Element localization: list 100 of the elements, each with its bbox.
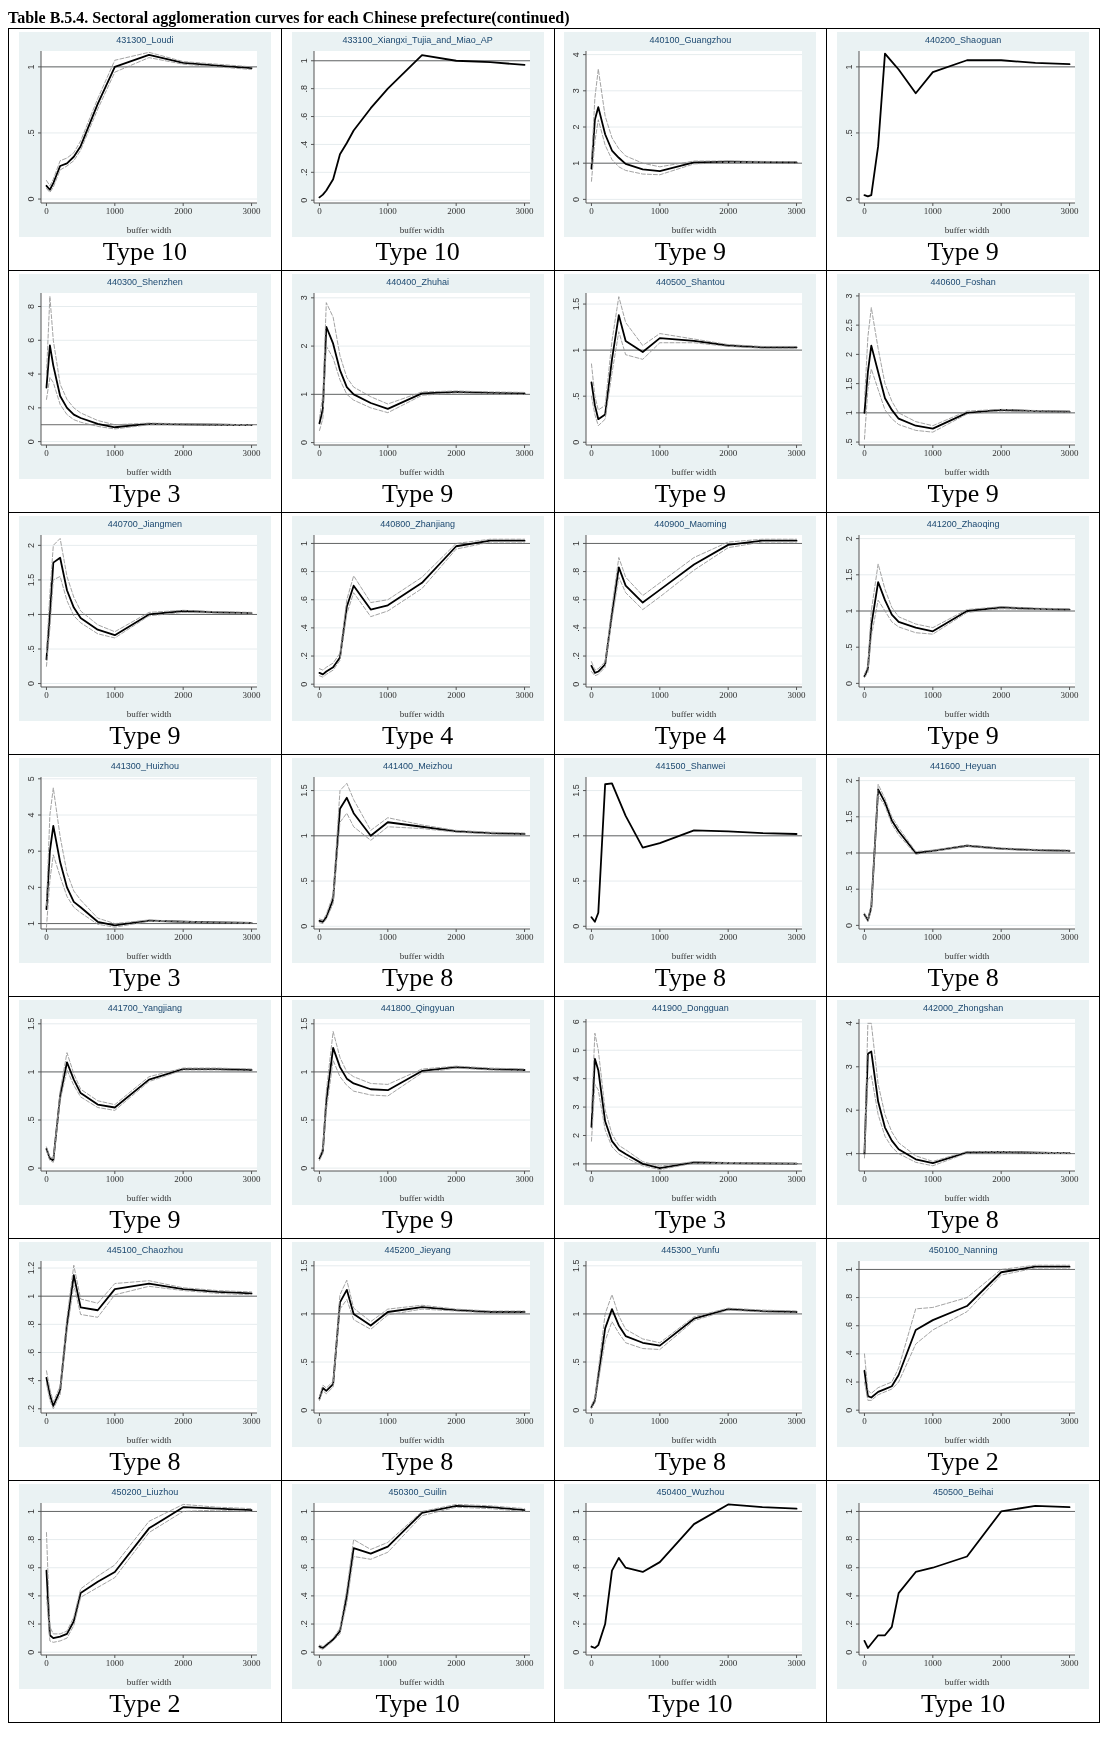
y-tick-label: .4 xyxy=(25,1376,36,1385)
chart-title: 440500_Shantou xyxy=(655,277,726,289)
y-tick-label: 0 xyxy=(25,439,36,445)
y-tick-label: 2 xyxy=(844,1107,855,1113)
x-tick-label: 0 xyxy=(316,932,322,943)
y-tick-label: 1.2 xyxy=(25,1261,36,1275)
y-tick-label: .4 xyxy=(844,1592,855,1600)
x-tick-label: 2000 xyxy=(992,932,1011,943)
chart-title: 440300_Shenzhen xyxy=(106,277,184,289)
chart-title: 442000_Zhongshan xyxy=(922,1003,1005,1015)
x-tick-label: 2000 xyxy=(992,206,1011,217)
y-tick-label: 1 xyxy=(298,833,309,839)
x-axis-title: buffer width xyxy=(399,1193,445,1203)
y-tick-label: .8 xyxy=(844,1293,855,1302)
y-tick-label: 5 xyxy=(571,1047,582,1053)
x-axis-title: buffer width xyxy=(399,225,445,235)
x-tick-label: 3000 xyxy=(787,206,807,217)
x-tick-label: 1000 xyxy=(105,1658,125,1669)
text: Type 9 xyxy=(926,237,1000,267)
text: Type 4 xyxy=(381,721,455,751)
y-tick-label: 1 xyxy=(844,64,855,70)
x-axis-title: buffer width xyxy=(944,1193,990,1203)
text: Type 9 xyxy=(381,479,455,509)
x-tick-label: 0 xyxy=(316,206,322,217)
chart-title: 441800_Qingyuan xyxy=(379,1003,456,1015)
y-tick-label: .2 xyxy=(571,1620,582,1628)
x-axis-title: buffer width xyxy=(672,1193,718,1203)
y-tick-label: 1.5 xyxy=(25,1017,36,1031)
x-tick-label: 2000 xyxy=(992,448,1011,459)
x-tick-label: 2000 xyxy=(992,1174,1011,1185)
y-tick-label: 1 xyxy=(25,1508,36,1514)
x-tick-label: 0 xyxy=(44,448,50,459)
x-tick-label: 1000 xyxy=(651,932,670,943)
x-tick-label: 3000 xyxy=(515,932,534,943)
x-tick-label: 0 xyxy=(862,206,868,217)
x-axis-title: buffer width xyxy=(126,951,172,961)
y-tick-label: 1 xyxy=(844,1508,855,1514)
x-tick-label: 3000 xyxy=(242,448,261,459)
y-tick-label: 2 xyxy=(844,536,855,542)
x-axis-title: buffer width xyxy=(672,1435,718,1445)
x-axis-title: buffer width xyxy=(126,709,172,719)
y-tick-label: 6 xyxy=(25,337,36,343)
y-tick-label: 1 xyxy=(844,850,855,856)
x-axis-title: buffer width xyxy=(399,1435,445,1445)
y-tick-label: 1.5 xyxy=(844,568,855,582)
x-tick-label: 1000 xyxy=(923,448,943,459)
text: Type 9 xyxy=(108,1205,182,1235)
x-tick-label: 1000 xyxy=(378,1658,397,1669)
x-tick-label: 1000 xyxy=(105,448,125,459)
y-tick-label: 1.5 xyxy=(298,1259,309,1273)
y-tick-label: 2 xyxy=(571,1132,582,1138)
x-tick-label: 3000 xyxy=(515,1416,534,1427)
y-tick-label: .5 xyxy=(844,885,855,893)
x-axis-title: buffer width xyxy=(944,1435,990,1445)
y-tick-label: .2 xyxy=(298,652,309,660)
x-tick-label: 0 xyxy=(589,690,595,701)
y-tick-label: .8 xyxy=(25,1320,36,1329)
y-tick-label: .5 xyxy=(571,392,582,400)
y-tick-label: 2 xyxy=(25,542,36,548)
y-tick-label: 0 xyxy=(298,440,309,446)
chart-title: 433100_Xiangxi_Tujia_and_Miao_AP xyxy=(341,35,494,47)
x-tick-label: 3000 xyxy=(787,1174,807,1185)
x-tick-label: 3000 xyxy=(242,690,261,701)
x-tick-label: 2000 xyxy=(446,206,466,217)
x-tick-label: 3000 xyxy=(242,1658,261,1669)
y-tick-label: 1 xyxy=(298,1069,309,1075)
y-tick-label: 0 xyxy=(571,923,582,929)
x-tick-label: 1000 xyxy=(923,1416,943,1427)
x-tick-label: 0 xyxy=(44,206,50,217)
y-tick-label: 3 xyxy=(844,1064,855,1070)
y-tick-label: .4 xyxy=(25,1592,36,1600)
x-tick-label: 1000 xyxy=(105,932,125,943)
text: Type 9 xyxy=(108,721,182,751)
y-tick-label: 2 xyxy=(25,884,36,890)
chart-title: 440600_Foshan xyxy=(929,277,997,289)
y-tick-label: .2 xyxy=(844,1378,855,1386)
y-tick-label: .8 xyxy=(298,567,309,576)
text: Type 8 xyxy=(926,963,1000,993)
x-tick-label: 3000 xyxy=(242,932,261,943)
chart-subtitle: Table B.5.4. Sectoral agglomeration curves for each Chinese prefecture(continued) xyxy=(8,8,571,28)
x-axis-title: buffer width xyxy=(399,1677,445,1687)
x-tick-label: 2000 xyxy=(446,1174,466,1185)
y-tick-label: 0 xyxy=(844,1407,855,1413)
y-tick-label: 2 xyxy=(844,778,855,784)
x-tick-label: 0 xyxy=(862,1174,868,1185)
chart-title: 440900_Maoming xyxy=(653,519,728,531)
x-axis-title: buffer width xyxy=(944,225,990,235)
x-tick-label: 0 xyxy=(44,1174,50,1185)
x-axis-title: buffer width xyxy=(672,709,718,719)
x-tick-label: 2000 xyxy=(992,1658,1011,1669)
x-tick-label: 2000 xyxy=(174,206,193,217)
chart-title: 445300_Yunfu xyxy=(660,1245,721,1257)
y-tick-label: 0 xyxy=(298,197,309,203)
y-tick-label: 0 xyxy=(298,1165,309,1171)
y-tick-label: .5 xyxy=(298,1116,309,1124)
x-tick-label: 3000 xyxy=(787,932,807,943)
x-tick-label: 1000 xyxy=(378,690,397,701)
x-axis-title: buffer width xyxy=(126,1193,172,1203)
x-tick-label: 2000 xyxy=(174,1416,193,1427)
x-tick-label: 1000 xyxy=(651,1416,670,1427)
